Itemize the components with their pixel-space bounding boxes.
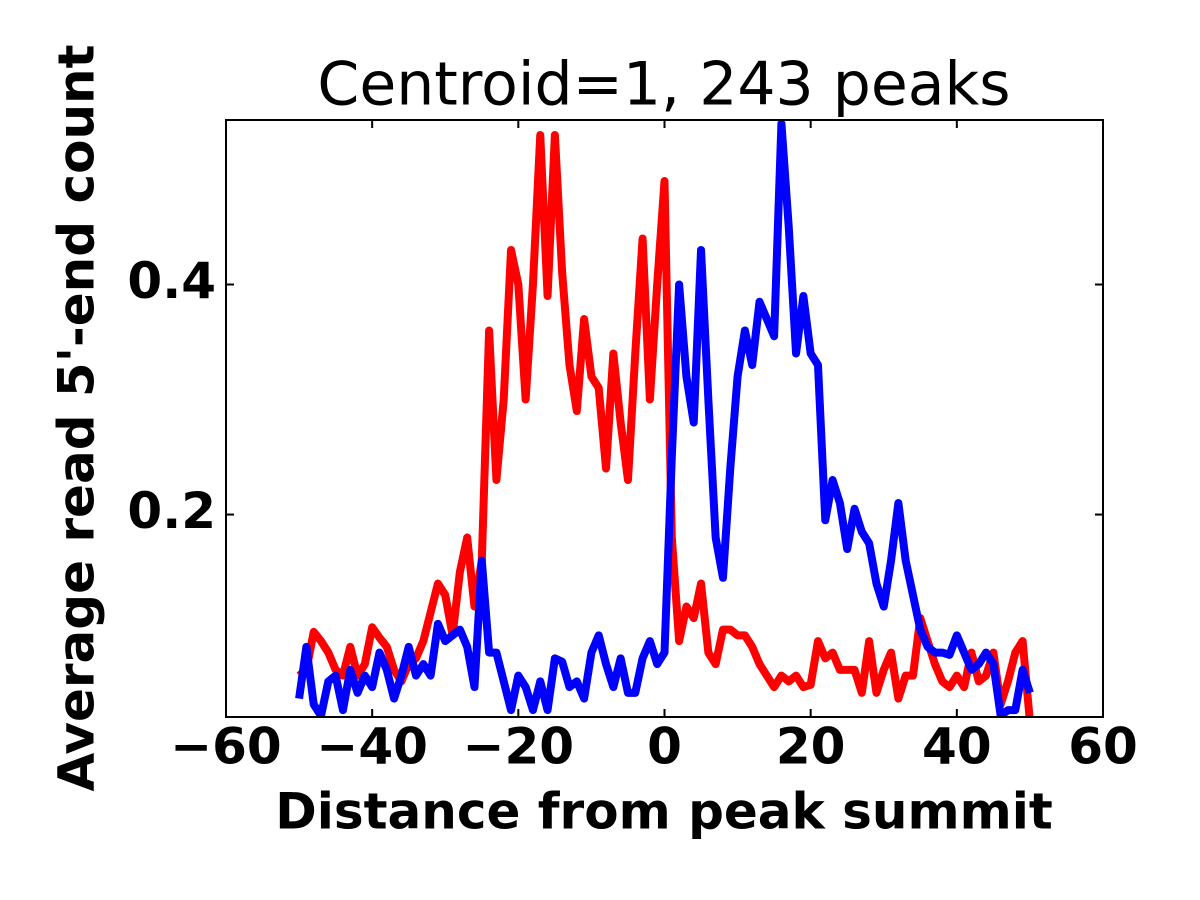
x-tick-label: 60: [1068, 718, 1138, 776]
x-tick-label: −60: [170, 718, 281, 776]
x-axis-label: Distance from peak summit: [275, 783, 1053, 841]
data-line: [296, 130, 1034, 717]
data-line: [295, 120, 1034, 717]
y-axis-label: Average read 5'-end count: [48, 44, 106, 791]
x-tick-label: −20: [463, 718, 574, 776]
y-tick-label: 0.2: [127, 482, 216, 540]
chart-title: Centroid=1, 243 peaks: [317, 50, 1010, 120]
x-tick-label: 40: [922, 718, 992, 776]
plot-lines: [295, 120, 1034, 717]
x-tick-label: 20: [776, 718, 846, 776]
x-tick-label: 0: [647, 718, 682, 776]
x-tick-label: −40: [316, 718, 427, 776]
y-tick-label: 0.4: [127, 252, 216, 310]
